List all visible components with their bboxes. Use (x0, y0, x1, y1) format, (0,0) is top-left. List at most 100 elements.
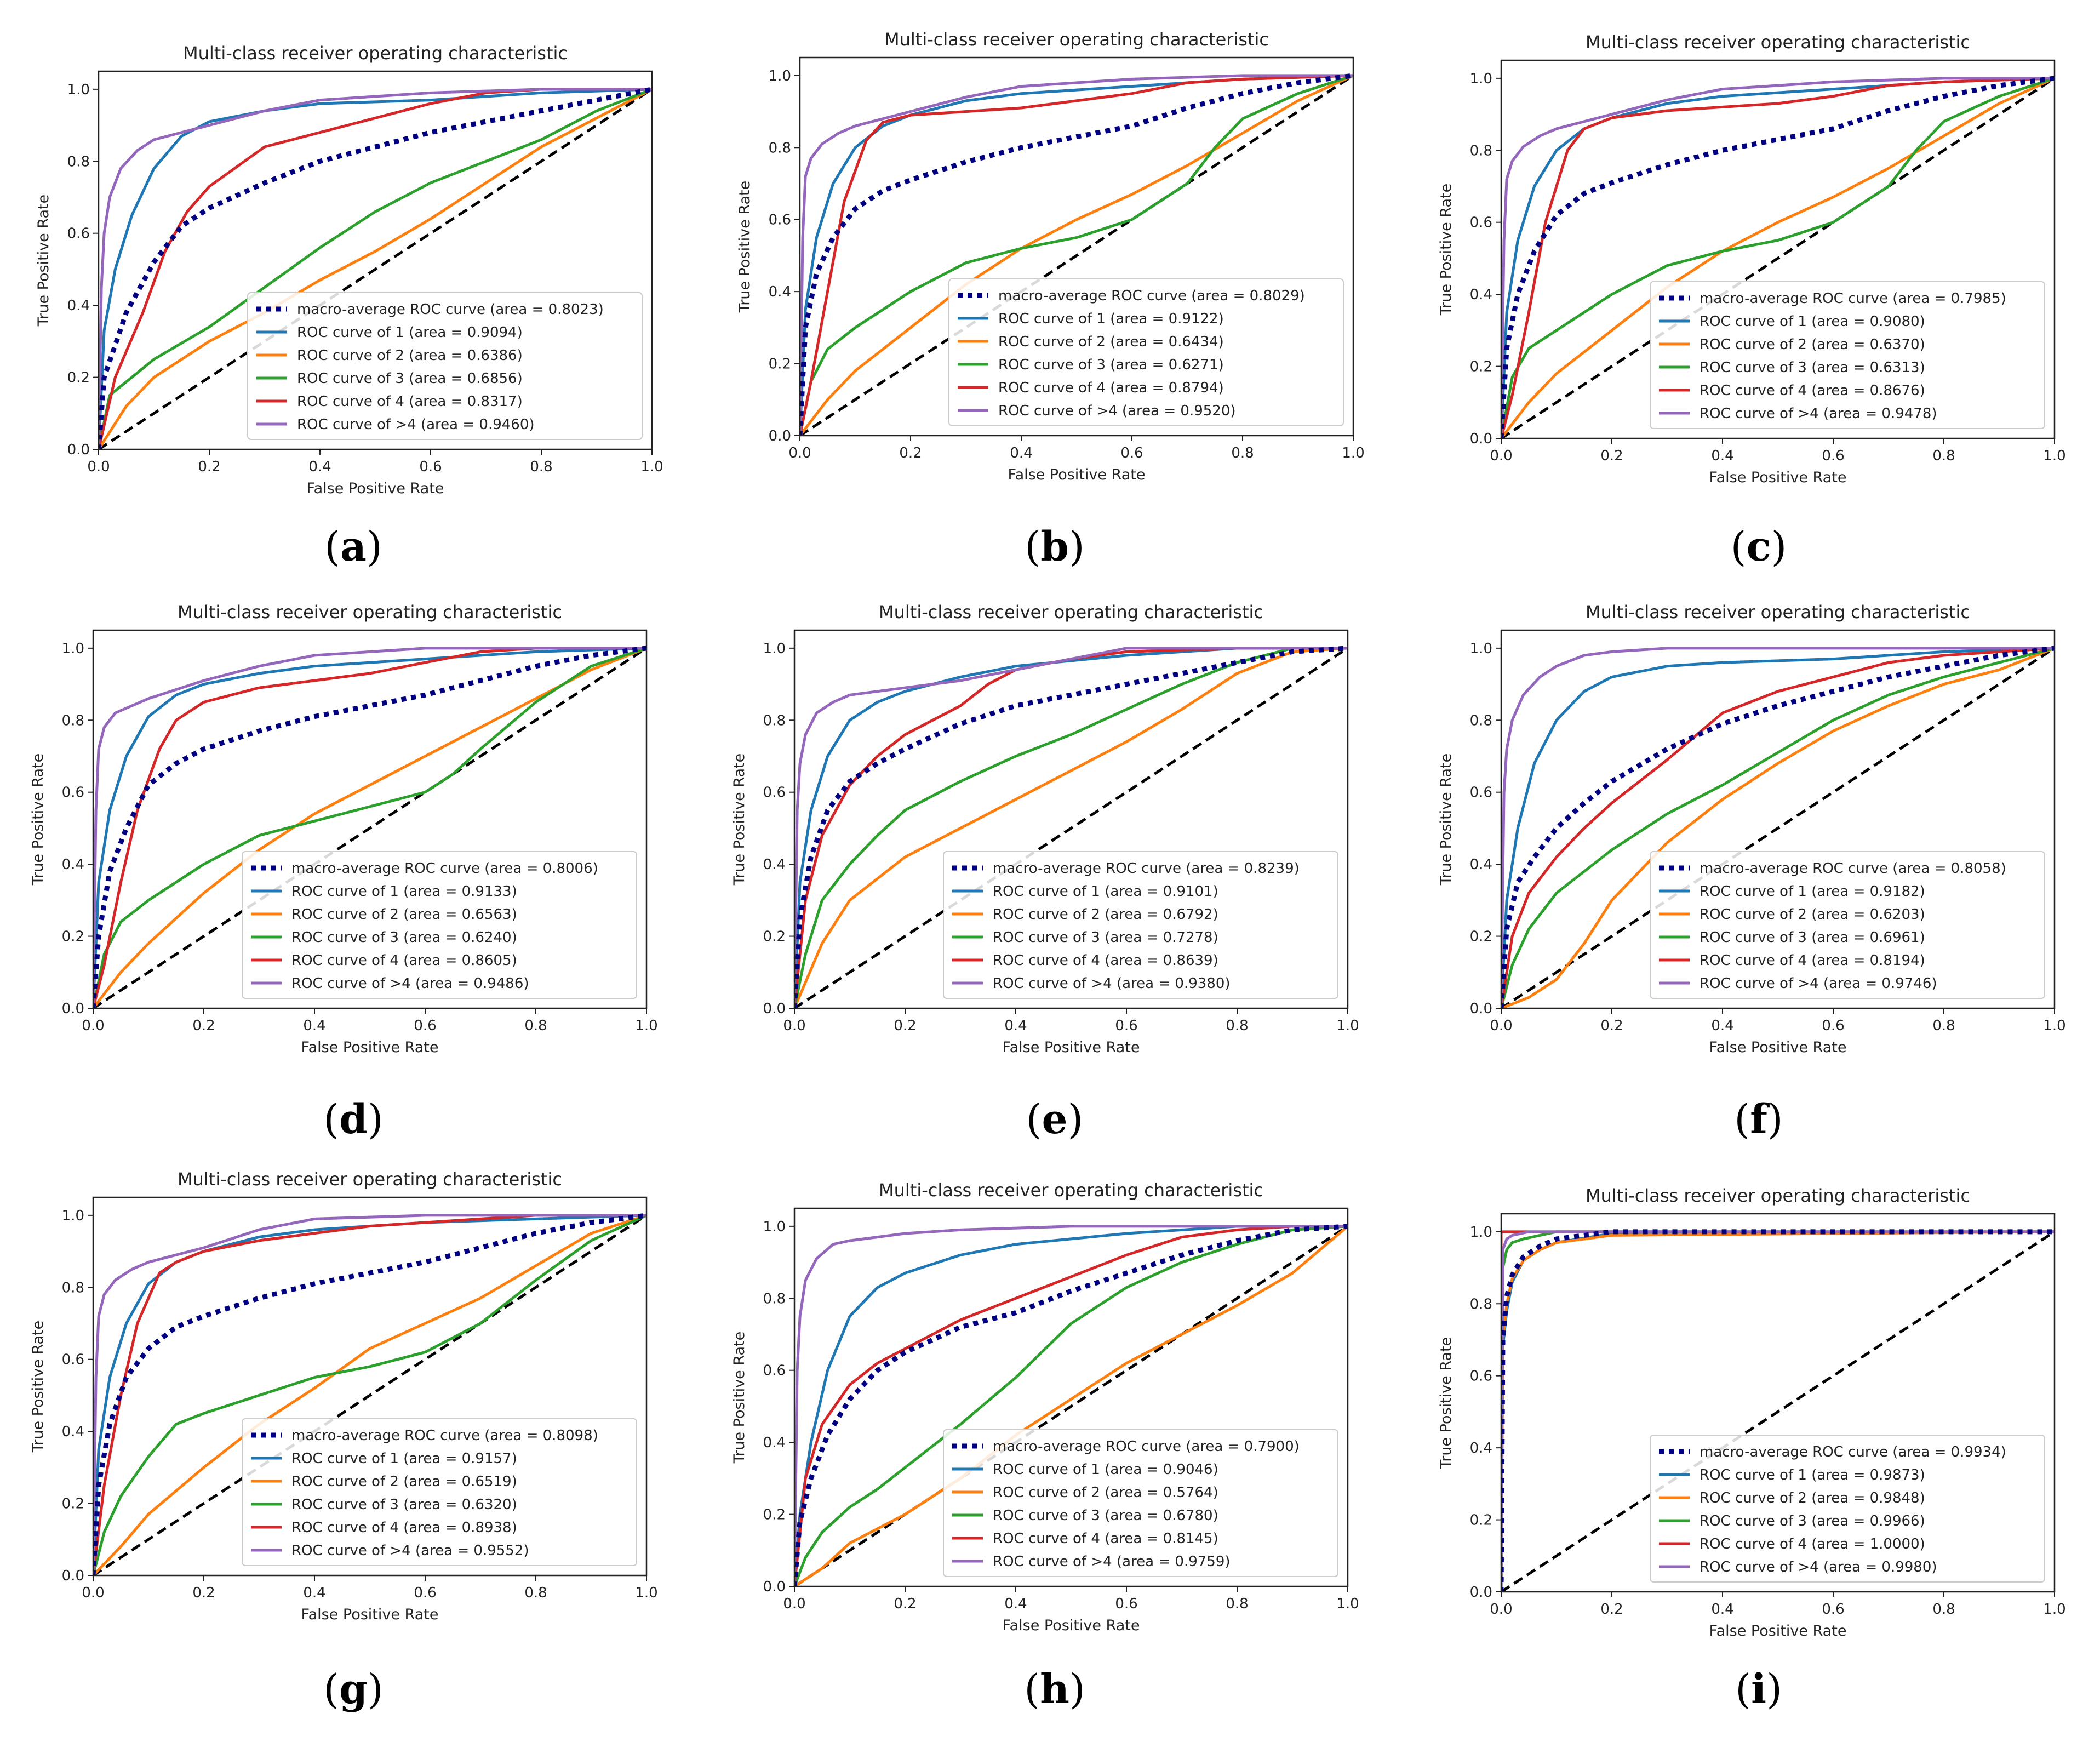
x-tick-label: 0.2 (192, 1585, 215, 1601)
y-axis-label: True Positive Rate (1438, 753, 1455, 886)
x-tick-label: 0.2 (1600, 1601, 1623, 1618)
roc-curve-line (99, 88, 652, 449)
roc-curve-line (794, 647, 1348, 1008)
caption-letter-i: i (1750, 1666, 1767, 1713)
plot-frame (1500, 1213, 2056, 1593)
x-tick-label: 0.8 (1231, 445, 1254, 461)
caption-g: (g) (323, 1666, 384, 1713)
roc-curve-line (1501, 647, 2055, 1008)
x-tick-label: 0.4 (1711, 1018, 1733, 1034)
legend-label: ROC curve of 3 (area = 0.6856) (297, 370, 523, 387)
y-tick-label: 0.4 (1470, 856, 1492, 873)
x-tick-label: 0.2 (192, 1018, 215, 1034)
roc-curve-line (1501, 77, 2055, 438)
roc-curve-line (93, 1214, 646, 1575)
legend-label: ROC curve of >4 (area = 0.9380) (993, 975, 1231, 992)
legend: macro-average ROC curve (area = 0.7985) R… (1650, 281, 2045, 429)
roc-chart-d: Multi-class receiver operating character… (30, 602, 658, 1056)
y-tick-label: 0.4 (763, 856, 786, 873)
legend-label: ROC curve of >4 (area = 0.9520) (998, 403, 1236, 419)
x-tick-label: 0.4 (1004, 1018, 1027, 1034)
caption-letter-e: e (1042, 1096, 1068, 1143)
roc-curve-line (794, 1225, 1348, 1586)
roc-curve-line (93, 1214, 646, 1575)
x-tick-label: 1.0 (2043, 1601, 2065, 1618)
legend-box (1650, 851, 2045, 999)
x-tick-label: 0.4 (1711, 1601, 1733, 1618)
y-tick-label: 0.2 (1470, 359, 1492, 375)
legend-label: ROC curve of 4 (area = 0.8794) (998, 380, 1224, 396)
legend-label: ROC curve of 1 (area = 0.9080) (1700, 313, 1925, 330)
legend-label: ROC curve of 2 (area = 0.5764) (993, 1484, 1218, 1501)
legend: macro-average ROC curve (area = 0.8029) R… (948, 278, 1344, 426)
roc-panel-f: Multi-class receiver operating character… (1419, 584, 2076, 1088)
y-axis-label: True Positive Rate (1438, 1337, 1455, 1470)
caption-letter-b: b (1040, 523, 1069, 570)
legend-label: macro-average ROC curve (area = 0.7900) (993, 1438, 1300, 1455)
roc-panel-i: Multi-class receiver operating character… (1419, 1167, 2076, 1671)
legend-label: macro-average ROC curve (area = 0.8239) (993, 860, 1300, 877)
x-tick-label: 0.8 (1932, 1601, 1955, 1618)
y-tick-label: 0.0 (67, 442, 90, 458)
caption-b: (b) (1025, 523, 1085, 570)
roc-curve-line (93, 647, 646, 1008)
y-tick-label: 0.4 (769, 284, 791, 300)
roc-curve-line (99, 88, 652, 449)
y-tick-label: 0.8 (763, 712, 786, 729)
y-tick-label: 0.2 (763, 1507, 786, 1523)
plot-frame (98, 70, 653, 450)
y-tick-label: 1.0 (62, 641, 84, 657)
y-tick-label: 1.0 (769, 68, 791, 84)
roc-curve-line (93, 647, 646, 1008)
x-tick-label: 0.6 (419, 459, 442, 475)
legend-label: ROC curve of 3 (area = 0.6313) (1700, 359, 1925, 376)
x-axis-label: False Positive Rate (301, 1039, 439, 1056)
legend-label: ROC curve of 3 (area = 0.7278) (993, 929, 1218, 946)
legend-label: ROC curve of 2 (area = 0.6519) (291, 1473, 517, 1490)
legend-label: ROC curve of 4 (area = 0.8938) (291, 1520, 517, 1536)
y-tick-label: 0.0 (62, 1001, 84, 1017)
x-tick-label: 0.0 (1490, 448, 1512, 464)
plot-frame (92, 1196, 648, 1577)
chart-title: Multi-class receiver operating character… (1586, 1185, 1970, 1206)
roc-panel-c: Multi-class receiver operating character… (1419, 14, 2076, 518)
legend-label: ROC curve of 3 (area = 0.6271) (998, 357, 1224, 373)
caption-letter-c: c (1746, 523, 1771, 570)
y-tick-label: 0.6 (1470, 1368, 1492, 1385)
chance-line (93, 1214, 646, 1575)
x-tick-label: 0.6 (1115, 1596, 1137, 1612)
x-tick-label: 0.6 (1822, 448, 1844, 464)
legend-label: ROC curve of 2 (area = 0.9848) (1700, 1490, 1925, 1506)
macro-average-roc-line (93, 1213, 646, 1575)
roc-panel-b: Multi-class receiver operating character… (718, 11, 1375, 515)
y-tick-label: 0.0 (763, 1001, 786, 1017)
x-axis-label: False Positive Rate (307, 480, 444, 497)
chance-line (1501, 1230, 2055, 1592)
legend-label: macro-average ROC curve (area = 0.8023) (297, 301, 604, 318)
macro-average-roc-line (1501, 76, 2055, 438)
legend-label: ROC curve of 1 (area = 0.9101) (993, 883, 1218, 900)
roc-panel-d: Multi-class receiver operating character… (11, 584, 668, 1088)
legend-box (943, 851, 1338, 999)
y-tick-label: 0.6 (763, 1363, 786, 1379)
caption-a: (a) (324, 523, 382, 570)
y-tick-label: 0.8 (763, 1290, 786, 1307)
x-tick-label: 1.0 (1342, 445, 1364, 461)
y-axis-label: True Positive Rate (1438, 184, 1455, 316)
roc-chart-i: Multi-class receiver operating character… (1438, 1185, 2066, 1640)
legend: macro-average ROC curve (area = 0.9934) R… (1650, 1435, 2045, 1583)
x-tick-label: 0.8 (524, 1585, 547, 1601)
chance-line (794, 647, 1348, 1008)
legend-label: ROC curve of 2 (area = 0.6792) (993, 906, 1218, 923)
roc-curve-line (93, 647, 646, 1008)
y-tick-label: 0.2 (62, 929, 84, 945)
roc-curve-line (93, 1214, 646, 1575)
roc-curve-line (800, 74, 1353, 436)
x-tick-label: 0.2 (1600, 1018, 1623, 1034)
legend-label: ROC curve of 1 (area = 0.9133) (291, 883, 517, 900)
y-axis-label: True Positive Rate (731, 753, 748, 886)
y-axis-label: True Positive Rate (731, 1332, 748, 1464)
y-tick-label: 1.0 (1470, 1224, 1492, 1241)
x-tick-label: 0.2 (198, 459, 220, 475)
legend-label: ROC curve of 4 (area = 0.8194) (1700, 952, 1925, 969)
